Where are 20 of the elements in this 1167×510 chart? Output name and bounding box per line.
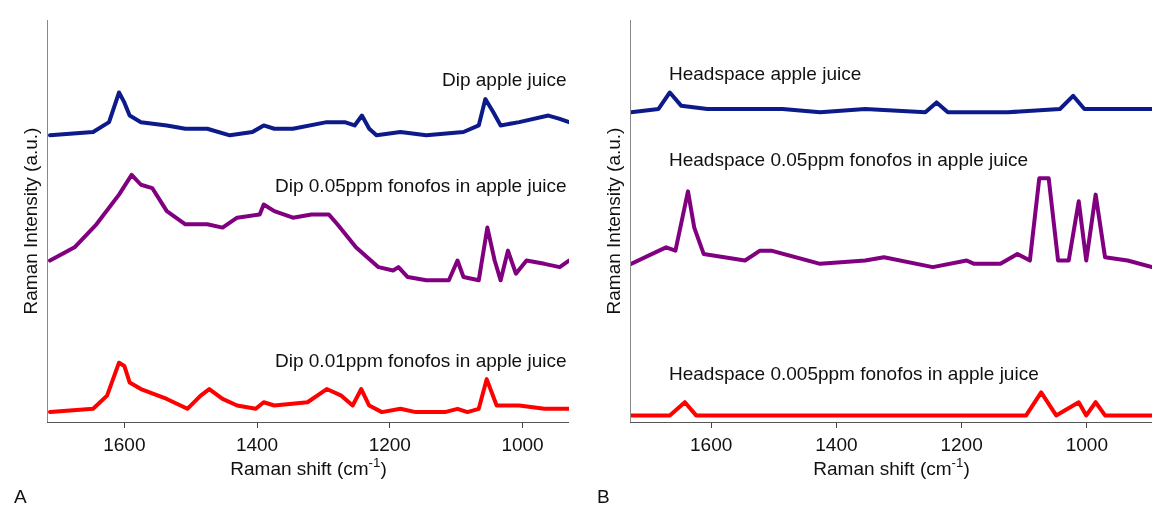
series-label: Headspace 0.005ppm fonofos in apple juice xyxy=(669,363,1039,384)
x-tick-label: 1400 xyxy=(815,433,858,455)
series-label: Dip 0.05ppm fonofos in apple juice xyxy=(275,175,567,196)
y-axis-title: Raman Intensity (a.u.) xyxy=(19,127,41,315)
series-label: Headspace apple juice xyxy=(669,63,862,84)
series-label: Headspace 0.05ppm fonofos in apple juice xyxy=(669,149,1029,170)
text: A xyxy=(14,486,27,507)
x-axis-title: Raman shift (cm$^{-1}$) xyxy=(230,454,387,479)
x-tick-label: 1600 xyxy=(103,433,146,455)
series-label: Dip apple juice xyxy=(442,69,567,90)
x-tick-label: 1000 xyxy=(1065,433,1109,455)
series-label: Dip 0.01ppm fonofos in apple juice xyxy=(275,350,567,371)
x-tick-label: 1200 xyxy=(368,433,411,455)
x-tick-label: 1400 xyxy=(235,433,279,455)
x-tick-label: 1600 xyxy=(690,433,733,455)
x-tick-label: 1000 xyxy=(501,433,544,455)
text: B xyxy=(597,486,610,507)
x-tick-label: 1200 xyxy=(940,433,983,455)
x-axis-title: Raman shift (cm$^{-1}$) xyxy=(813,454,970,479)
y-axis-title: Raman Intensity (a.u.) xyxy=(602,127,624,315)
